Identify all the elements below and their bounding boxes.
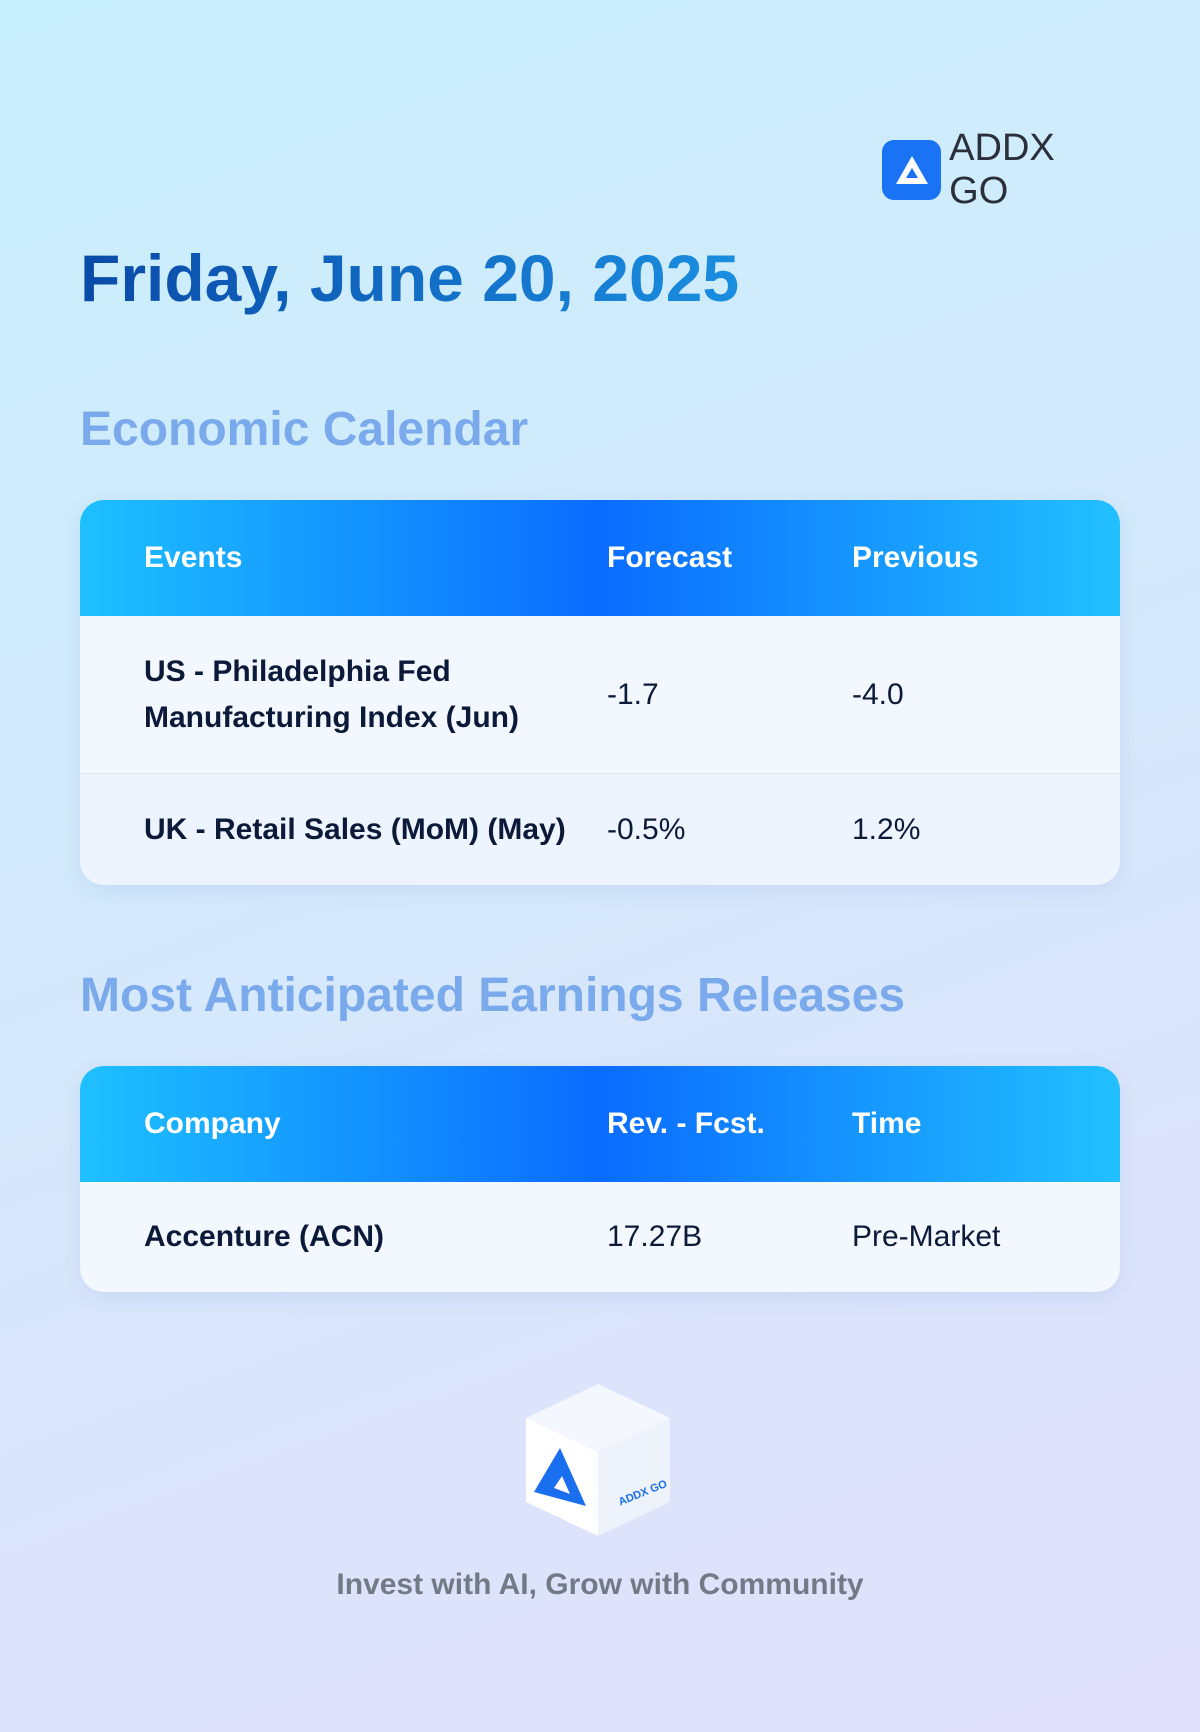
forecast-cell: -1.7 <box>607 677 659 711</box>
economic-table: Events Forecast Previous US - Philadelph… <box>80 500 1120 885</box>
table-row: Accenture (ACN) 17.27B Pre-Market <box>80 1182 1120 1292</box>
table-header: Company Rev. - Fcst. Time <box>80 1066 1120 1182</box>
revenue-cell: 17.27B <box>607 1220 703 1253</box>
logo-mark <box>895 156 928 184</box>
event-cell: UK - Retail Sales (MoM) (May) <box>144 812 566 846</box>
column-header: Previous <box>852 541 979 574</box>
cube-logo: ADDX GO <box>526 1384 670 1536</box>
forecast-cell: -0.5% <box>607 812 686 846</box>
brand-icon <box>882 140 942 200</box>
company-cell: Accenture (ACN) <box>144 1220 385 1253</box>
time-cell: Pre-Market <box>852 1220 1001 1253</box>
column-header: Forecast <box>607 541 733 574</box>
date-title: Friday, June 20, 2025 <box>80 241 740 315</box>
table-row: US - Philadelphia Fed Manufacturing Inde… <box>80 616 1120 773</box>
column-header: Company <box>144 1107 281 1140</box>
column-header: Events <box>144 541 243 574</box>
section-title: Economic Calendar <box>80 403 529 456</box>
table-row: UK - Retail Sales (MoM) (May) -0.5% 1.2% <box>80 773 1120 885</box>
previous-cell: 1.2% <box>852 812 921 846</box>
brand-name: ADDX GO <box>949 127 1055 212</box>
earnings-table: Company Rev. - Fcst. Time Accenture (ACN… <box>80 1066 1120 1292</box>
tagline: Invest with AI, Grow with Community <box>336 1568 864 1601</box>
event-cell: US - Philadelphia Fed Manufacturing Inde… <box>144 654 519 734</box>
previous-cell: -4.0 <box>852 677 904 711</box>
column-header: Time <box>852 1107 922 1140</box>
brand: ADDX GO <box>882 127 1122 212</box>
column-header: Rev. - Fcst. <box>607 1107 765 1140</box>
section-title: Most Anticipated Earnings Releases <box>80 969 906 1022</box>
table-header: Events Forecast Previous <box>80 500 1120 616</box>
